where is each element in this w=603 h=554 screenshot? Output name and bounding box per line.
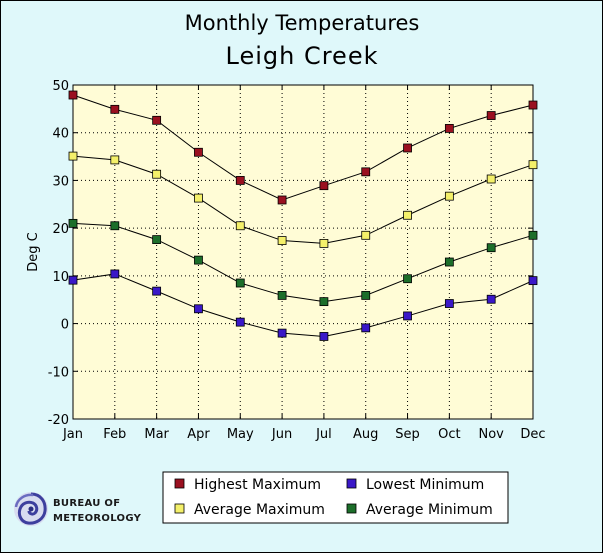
bureau-logo: BUREAU OF METEOROLOGY xyxy=(14,492,142,526)
x-tick-label: May xyxy=(227,427,254,442)
data-point-lowest-minimum xyxy=(361,323,371,333)
data-point-highest-maximum xyxy=(486,111,496,120)
data-point-average-minimum xyxy=(528,230,538,240)
y-tick-label: -20 xyxy=(48,413,69,428)
y-axis-label: Deg C xyxy=(26,232,41,271)
x-tick-label: Jun xyxy=(271,427,292,442)
y-tick-label: 10 xyxy=(52,270,69,285)
chart-title: Monthly Temperatures xyxy=(185,11,420,35)
data-point-average-minimum xyxy=(486,243,496,253)
series-line-highest-maximum xyxy=(72,94,534,201)
data-point-highest-maximum xyxy=(528,100,538,110)
data-point-average-minimum xyxy=(194,255,203,265)
data-point-average-maximum xyxy=(528,160,538,170)
x-tick-label: Jan xyxy=(62,427,83,442)
data-point-highest-maximum xyxy=(444,124,454,133)
x-tick-label: Sep xyxy=(395,427,420,442)
legend-swatch-highest-maximum xyxy=(174,478,185,489)
x-tick-label: Dec xyxy=(520,427,545,442)
axes: -20 -10 0 10 20 30 40 50 Jan Feb Mar Apr May Jun Jul Au… xyxy=(48,79,546,442)
data-point-average-maximum xyxy=(68,151,78,161)
data-point-average-maximum xyxy=(152,169,162,179)
plot-area xyxy=(72,84,534,420)
data-point-average-minimum xyxy=(444,257,454,267)
y-tick-label: 20 xyxy=(52,222,69,237)
data-point-average-minimum xyxy=(68,218,78,228)
grid-lines xyxy=(73,85,533,419)
data-point-highest-maximum xyxy=(235,176,245,185)
x-tick-label: Jul xyxy=(315,427,332,442)
data-point-average-minimum xyxy=(235,278,245,288)
data-point-lowest-minimum xyxy=(152,286,162,296)
legend-label-highest-maximum: Highest Maximum xyxy=(194,477,321,493)
y-tick-label: 40 xyxy=(52,127,69,142)
data-point-highest-maximum xyxy=(194,147,203,157)
data-point-lowest-minimum xyxy=(319,332,329,341)
legend-label-average-minimum: Average Minimum xyxy=(366,502,493,518)
data-point-highest-maximum xyxy=(110,104,120,114)
swirl-icon xyxy=(14,492,48,526)
data-point-highest-maximum xyxy=(277,195,287,205)
data-point-average-maximum xyxy=(319,239,329,248)
data-point-average-minimum xyxy=(403,274,412,284)
data-point-average-minimum xyxy=(361,291,371,300)
y-tick-label: 0 xyxy=(61,318,69,333)
series-line-average-minimum xyxy=(72,222,534,303)
data-point-average-maximum xyxy=(403,210,412,220)
x-tick-label: Nov xyxy=(478,427,504,442)
chart-subtitle: Leigh Creek xyxy=(226,42,379,70)
data-point-lowest-minimum xyxy=(486,294,496,304)
data-point-average-minimum xyxy=(110,221,120,231)
y-tick-label: -10 xyxy=(48,365,69,380)
series-line-lowest-minimum xyxy=(72,273,534,337)
data-point-lowest-minimum xyxy=(235,317,245,327)
data-point-highest-maximum xyxy=(361,167,371,177)
logo-line-1: BUREAU OF xyxy=(53,498,120,509)
x-tick-label: Mar xyxy=(144,427,169,442)
data-point-highest-maximum xyxy=(152,115,162,125)
series-layer xyxy=(68,90,538,341)
logo-line-2: METEOROLOGY xyxy=(53,513,142,524)
x-tick-label: Aug xyxy=(353,427,378,442)
data-point-average-maximum xyxy=(277,236,287,245)
data-point-lowest-minimum xyxy=(68,275,78,285)
data-point-highest-maximum xyxy=(68,90,78,100)
data-point-average-maximum xyxy=(235,221,245,231)
legend-swatch-lowest-minimum xyxy=(346,478,357,489)
data-point-highest-maximum xyxy=(403,143,412,153)
data-point-average-minimum xyxy=(152,235,162,244)
data-point-average-minimum xyxy=(319,297,329,307)
data-point-highest-maximum xyxy=(319,181,329,191)
data-point-lowest-minimum xyxy=(444,299,454,308)
data-point-average-maximum xyxy=(486,174,496,184)
legend-swatch-average-maximum xyxy=(174,503,185,514)
y-tick-label: 50 xyxy=(52,79,69,94)
x-tick-label: Feb xyxy=(103,427,126,442)
legend: Highest Maximum Lowest Minimum Average M… xyxy=(162,471,509,524)
data-point-average-maximum xyxy=(110,155,120,165)
legend-swatch-average-minimum xyxy=(346,503,357,514)
data-point-average-maximum xyxy=(444,191,454,201)
y-tick-label: 30 xyxy=(52,174,69,189)
data-point-average-minimum xyxy=(277,291,287,300)
data-point-lowest-minimum xyxy=(110,269,120,279)
data-point-average-maximum xyxy=(194,193,203,203)
legend-label-lowest-minimum: Lowest Minimum xyxy=(366,477,484,493)
legend-label-average-maximum: Average Maximum xyxy=(194,502,325,518)
x-tick-label: Apr xyxy=(187,427,210,442)
data-point-lowest-minimum xyxy=(277,328,287,338)
series-line-average-maximum xyxy=(72,155,534,244)
data-point-lowest-minimum xyxy=(194,304,203,314)
legend-box xyxy=(162,471,509,524)
data-point-lowest-minimum xyxy=(528,276,538,286)
data-point-average-maximum xyxy=(361,230,371,240)
data-point-lowest-minimum xyxy=(403,311,412,321)
x-tick-label: Oct xyxy=(438,427,460,442)
